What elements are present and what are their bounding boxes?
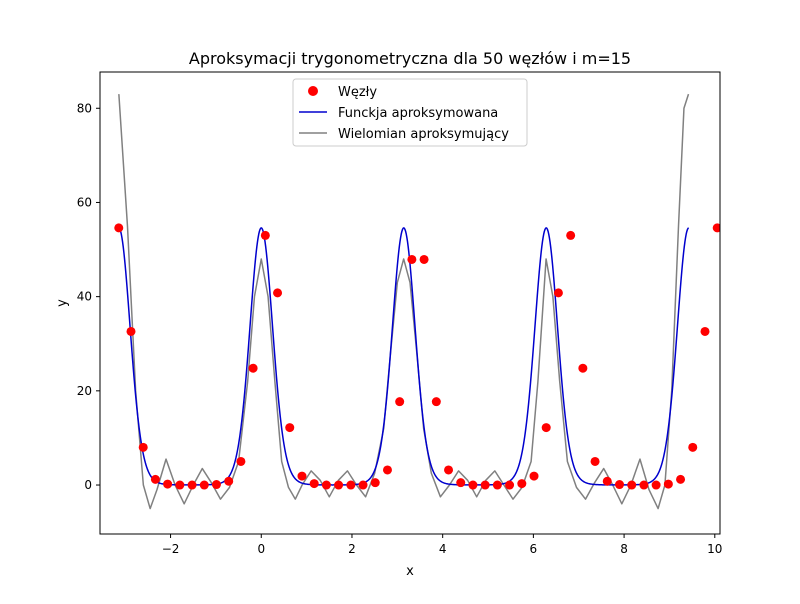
data-point [602, 476, 612, 486]
legend-label-function: Funckja aproksymowana [338, 106, 498, 121]
data-point [260, 230, 270, 240]
legend-label-polynomial: Wielomian aproksymujący [338, 127, 509, 142]
x-tick-label: 4 [439, 542, 447, 556]
data-point [358, 480, 368, 490]
legend: Węzły Funckja aproksymowana Wielomian ap… [292, 78, 528, 147]
data-point [444, 465, 454, 475]
legend-label-nodes: Węzły [338, 85, 377, 100]
data-point [492, 480, 502, 490]
data-point [211, 480, 221, 490]
x-tick-label: 6 [530, 542, 538, 556]
data-point [468, 480, 478, 490]
data-point [651, 480, 661, 490]
data-point [566, 230, 576, 240]
data-point [273, 288, 283, 298]
data-point [126, 326, 136, 336]
data-point [199, 480, 209, 490]
y-tick-label: 60 [77, 195, 92, 209]
data-point [346, 480, 356, 490]
data-point [285, 423, 295, 433]
x-tick-label: 10 [707, 542, 722, 556]
data-point [553, 288, 563, 298]
data-point [578, 363, 588, 373]
plot-area [114, 93, 720, 510]
data-point [248, 363, 258, 373]
data-point [505, 480, 515, 490]
data-point [676, 474, 686, 484]
y-tick-label: 40 [77, 290, 92, 304]
data-point [138, 442, 148, 452]
data-point [480, 480, 490, 490]
data-point [150, 474, 160, 484]
x-axis-label: x [406, 564, 414, 579]
data-point [456, 478, 466, 488]
x-tick-label: 8 [620, 542, 628, 556]
data-point [529, 471, 539, 481]
y-tick-label: 80 [77, 101, 92, 115]
data-point [419, 254, 429, 264]
legend-marker-nodes [308, 86, 318, 96]
data-point [163, 479, 173, 489]
data-point [321, 480, 331, 490]
data-point [309, 479, 319, 489]
data-point [688, 442, 698, 452]
data-point [615, 480, 625, 490]
series-line-polynomial [118, 93, 690, 510]
y-axis-label: y [55, 299, 70, 307]
y-tick-label: 20 [77, 384, 92, 398]
data-point [175, 480, 185, 490]
data-point [517, 479, 527, 489]
data-point [663, 479, 673, 489]
data-point [382, 465, 392, 475]
data-point [639, 480, 649, 490]
data-point [431, 397, 441, 407]
data-point [627, 480, 637, 490]
data-point [712, 223, 720, 233]
data-point [224, 476, 234, 486]
data-point [700, 326, 710, 336]
data-point [590, 456, 600, 466]
data-point [407, 254, 417, 264]
data-point [334, 480, 344, 490]
data-point [541, 423, 551, 433]
legend-frame [292, 78, 528, 147]
data-point [395, 397, 405, 407]
data-point [370, 478, 380, 488]
chart-title: Aproksymacji trygonometryczna dla 50 węz… [189, 49, 631, 68]
axis-ticks: −2 0 2 4 6 8 10 0 20 40 60 80 [77, 101, 723, 556]
x-tick-label: 0 [257, 542, 265, 556]
data-point [114, 223, 124, 233]
y-tick-label: 0 [84, 478, 92, 492]
axes-frame [99, 71, 721, 535]
x-tick-label: −2 [162, 542, 180, 556]
data-point [297, 471, 307, 481]
data-point [187, 480, 197, 490]
data-point [236, 456, 246, 466]
x-tick-label: 2 [348, 542, 356, 556]
